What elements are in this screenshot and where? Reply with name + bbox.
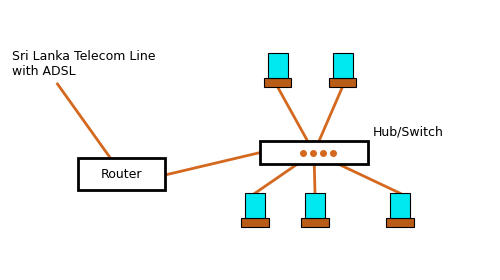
Text: Router: Router bbox=[100, 168, 142, 181]
Text: Sri Lanka Telecom Line
with ADSL: Sri Lanka Telecom Line with ADSL bbox=[12, 50, 156, 78]
Bar bbox=[241, 218, 269, 227]
Text: Hub/Switch: Hub/Switch bbox=[372, 125, 444, 138]
Bar bbox=[268, 53, 287, 78]
Bar bbox=[390, 193, 410, 218]
Bar bbox=[332, 53, 352, 78]
Bar bbox=[305, 193, 325, 218]
Bar bbox=[329, 78, 356, 87]
Bar bbox=[245, 193, 265, 218]
Bar bbox=[301, 218, 329, 227]
Bar bbox=[386, 218, 414, 227]
Bar bbox=[78, 158, 165, 190]
Bar bbox=[264, 78, 291, 87]
Bar bbox=[260, 141, 368, 164]
